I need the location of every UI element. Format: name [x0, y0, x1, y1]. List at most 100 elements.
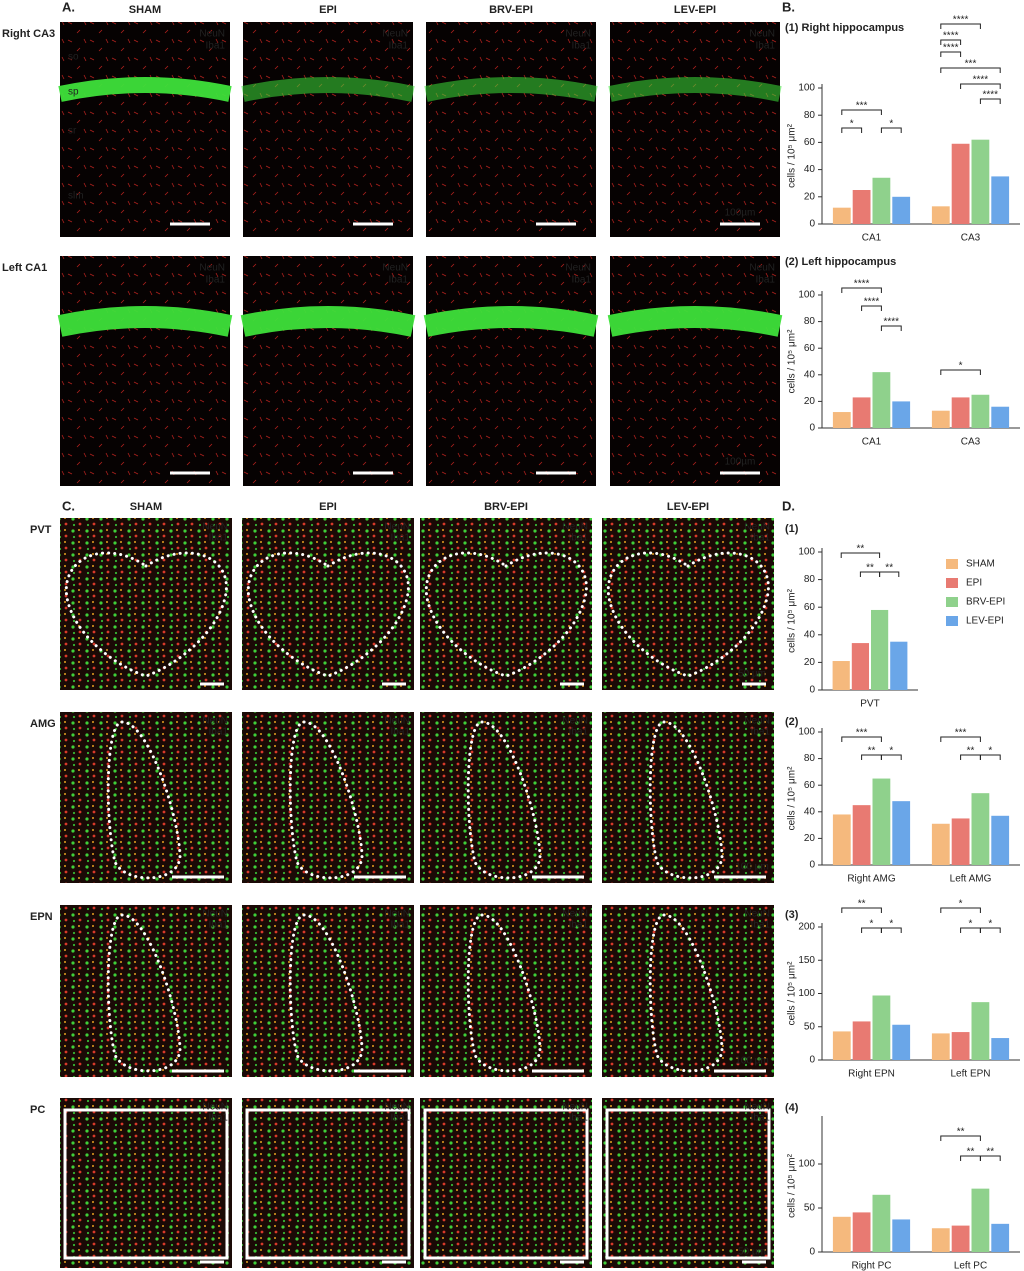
x-tick-label: PVT	[860, 699, 879, 710]
bar	[991, 815, 1010, 865]
legend-label: LEV-EPI	[966, 616, 1004, 627]
significance-bracket	[979, 754, 1001, 760]
axes	[821, 291, 1020, 429]
y-tick-label: 20	[804, 396, 816, 407]
significance-bracket	[841, 127, 863, 133]
chart-title: (2) Left hippocampus	[785, 256, 896, 268]
y-tick-label: 80	[804, 574, 816, 585]
cell-layer	[241, 77, 415, 102]
region-outline	[106, 720, 182, 880]
stain-label: Iba1	[569, 727, 589, 738]
significance-bracket	[940, 907, 981, 913]
bar	[832, 207, 851, 224]
legend-swatch	[946, 578, 958, 588]
bar	[892, 1024, 911, 1060]
significance-bracket	[979, 927, 1001, 933]
bar	[931, 410, 950, 428]
chart-title: (1) Right hippocampus	[785, 22, 904, 34]
significance-bracket	[879, 571, 900, 577]
axes	[821, 84, 1020, 225]
micrograph	[426, 256, 596, 486]
region-outline	[64, 551, 228, 678]
bar	[951, 143, 970, 224]
row-label: PC	[30, 1104, 45, 1116]
scale-label: 100µm	[725, 208, 756, 219]
stain-label: Iba1	[751, 1113, 771, 1124]
layer-label: sp	[68, 87, 79, 98]
stain-label: NeuN	[562, 1102, 588, 1113]
bar	[892, 196, 911, 224]
micrograph	[242, 905, 414, 1077]
significance-bracket	[979, 1155, 1001, 1161]
significance-bracket	[880, 325, 902, 331]
x-tick-label: CA3	[961, 233, 981, 244]
stain-label: Iba1	[751, 533, 771, 544]
scale-label: 50 µm	[738, 669, 766, 680]
y-tick-label: 60	[804, 780, 816, 791]
significance-label: **	[866, 563, 874, 574]
column-header: SHAM	[130, 501, 162, 513]
significance-label: **	[885, 563, 893, 574]
axes	[821, 923, 1020, 1061]
y-axis-label: cells / 10⁵ μm²	[787, 123, 798, 187]
bar	[931, 206, 950, 224]
significance-label: *	[850, 119, 854, 130]
y-axis-label: cells / 10⁵ μm²	[787, 766, 798, 830]
column-header: EPI	[319, 501, 337, 513]
stain-label: NeuN	[384, 1102, 410, 1113]
y-tick-label: 40	[804, 806, 816, 817]
x-tick-label: Left EPN	[950, 1069, 990, 1080]
micrograph	[60, 22, 230, 237]
region-box	[605, 1108, 771, 1260]
significance-bracket	[840, 552, 881, 558]
significance-bracket	[841, 736, 882, 742]
significance-label: *	[988, 746, 992, 757]
micrograph	[242, 1098, 414, 1268]
row-label: EPN	[30, 911, 53, 923]
significance-bracket	[960, 83, 1001, 89]
y-tick-label: 60	[804, 602, 816, 613]
significance-bracket	[940, 736, 981, 742]
significance-label: *	[889, 119, 893, 130]
bar	[971, 394, 990, 428]
stain-label: NeuN	[382, 29, 408, 40]
stain-label: Iba1	[569, 920, 589, 931]
stain-label: NeuN	[562, 909, 588, 920]
y-tick-label: 200	[798, 922, 815, 933]
micrograph	[242, 712, 414, 883]
y-tick-label: 50	[804, 1021, 816, 1032]
y-tick-label: 0	[809, 685, 815, 696]
significance-label: ****	[884, 317, 900, 328]
stain-label: NeuN	[384, 909, 410, 920]
stain-label: NeuN	[749, 263, 775, 274]
bar	[991, 1223, 1010, 1252]
region-outline	[466, 720, 542, 880]
significance-label: ****	[953, 15, 969, 26]
legend-swatch	[946, 559, 958, 569]
micrograph	[243, 22, 413, 237]
bar	[832, 661, 850, 690]
bar	[832, 412, 851, 428]
x-tick-label: Left PC	[954, 1261, 987, 1271]
micrograph	[602, 712, 774, 883]
bar	[971, 793, 990, 865]
stain-label: NeuN	[202, 909, 228, 920]
column-header: BRV-EPI	[489, 4, 533, 16]
significance-label: **	[858, 899, 866, 910]
y-tick-label: 40	[804, 629, 816, 640]
bar	[931, 1033, 950, 1060]
x-tick-label: Right PC	[851, 1261, 891, 1271]
bar	[892, 801, 911, 865]
y-tick-label: 150	[798, 955, 815, 966]
micrograph	[60, 256, 230, 486]
y-tick-label: 100	[798, 547, 815, 558]
stain-label: Iba1	[389, 41, 409, 52]
layer-label: so	[68, 52, 79, 63]
y-tick-label: 100	[798, 727, 815, 738]
significance-bracket	[841, 907, 882, 913]
bar	[872, 778, 891, 865]
region-outline	[424, 551, 588, 678]
bar	[951, 818, 970, 865]
section-label: A.	[62, 0, 75, 14]
bar	[872, 1194, 891, 1252]
